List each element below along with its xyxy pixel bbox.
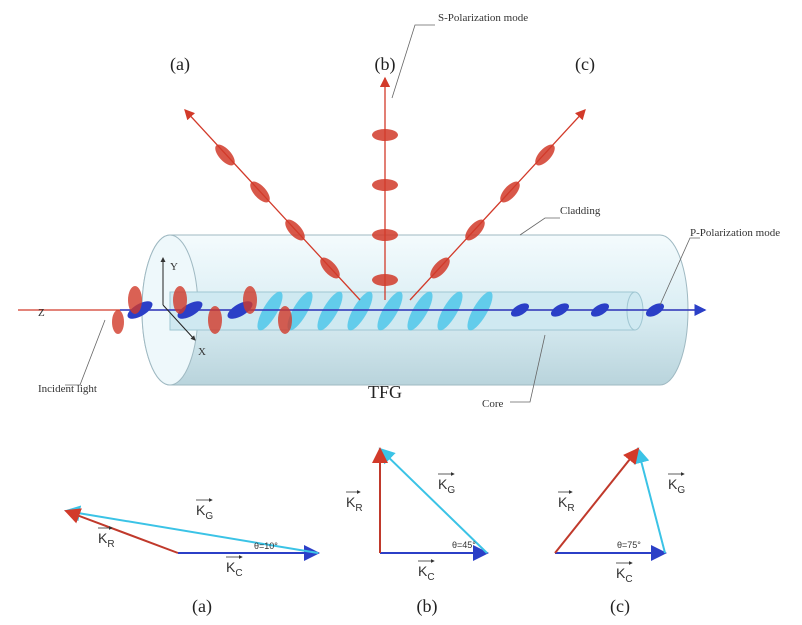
top-label: (c) bbox=[575, 54, 595, 75]
incident-label: Incident light bbox=[38, 383, 97, 395]
triangle-a bbox=[64, 505, 320, 561]
kr-label: KR bbox=[558, 494, 575, 514]
axis-z: Z bbox=[38, 307, 45, 319]
kc-label: KC bbox=[226, 559, 243, 579]
angle-label: θ=75° bbox=[617, 540, 641, 550]
p-wave bbox=[127, 301, 665, 319]
top-label: (b) bbox=[375, 54, 396, 75]
axis-x: X bbox=[198, 346, 206, 358]
vector-overbars bbox=[98, 472, 685, 565]
triangle-c bbox=[554, 447, 667, 561]
core-label: Core bbox=[482, 398, 504, 410]
kg-label: KG bbox=[196, 502, 213, 522]
cladding-label: Cladding bbox=[560, 205, 601, 217]
axis-y: Y bbox=[170, 261, 178, 273]
angle-label: θ=10° bbox=[254, 541, 278, 551]
triangle-b bbox=[372, 447, 489, 561]
kc-label: KC bbox=[418, 563, 435, 583]
fiber-label: TFG bbox=[368, 382, 402, 402]
kc-label: KC bbox=[616, 565, 633, 585]
scattered-waves bbox=[215, 129, 555, 286]
diagram-label: (a) bbox=[192, 596, 212, 617]
s-wave-core bbox=[112, 286, 292, 334]
diagram-label: (c) bbox=[610, 596, 630, 617]
kg-label: KG bbox=[438, 476, 455, 496]
coordinate-axes bbox=[160, 257, 196, 341]
angle-label: θ=45° bbox=[452, 540, 476, 550]
diagram-label: (b) bbox=[417, 596, 438, 617]
p-mode-label: P-Polarization mode bbox=[690, 227, 780, 239]
kr-label: KR bbox=[98, 530, 115, 550]
kg-label: KG bbox=[668, 476, 685, 496]
s-mode-label: S-Polarization mode bbox=[438, 12, 528, 24]
kr-label: KR bbox=[346, 494, 363, 514]
callout-lines bbox=[65, 24, 700, 403]
top-label: (a) bbox=[170, 54, 190, 75]
gratings bbox=[257, 291, 493, 331]
